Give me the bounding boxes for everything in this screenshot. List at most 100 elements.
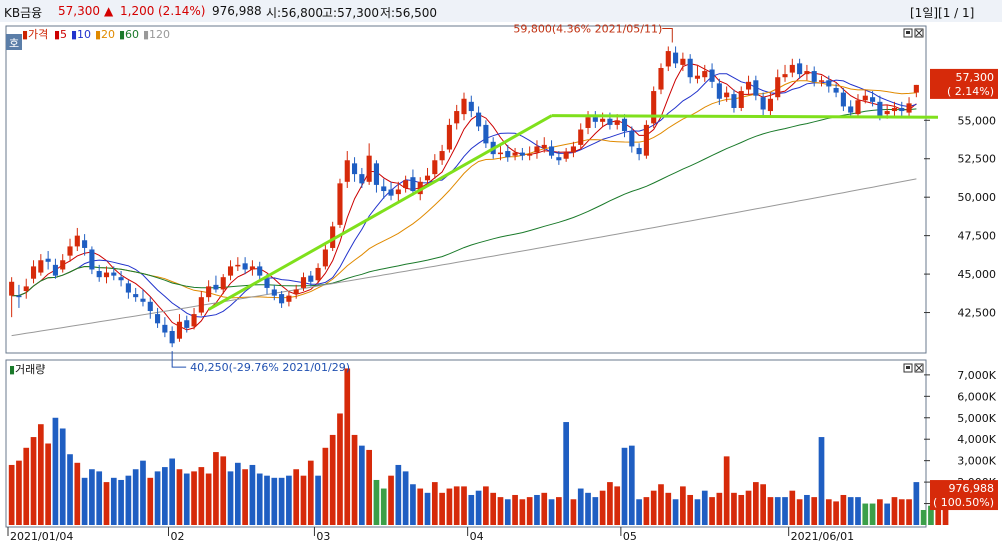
candle[interactable]: [541, 137, 547, 153]
volume-bar[interactable]: [782, 497, 788, 525]
volume-bar[interactable]: [140, 460, 146, 525]
candle[interactable]: [155, 307, 161, 328]
candle[interactable]: [439, 144, 445, 165]
candle[interactable]: [118, 271, 124, 287]
candle[interactable]: [716, 78, 722, 105]
volume-bar[interactable]: [453, 486, 460, 525]
candle[interactable]: [738, 86, 744, 112]
volume-bar[interactable]: [315, 475, 321, 525]
candle[interactable]: [227, 260, 234, 281]
candle[interactable]: [855, 94, 861, 118]
volume-bar[interactable]: [30, 437, 37, 525]
volume-bar[interactable]: [884, 503, 891, 525]
panel-tag-box[interactable]: [6, 34, 22, 50]
candle[interactable]: [709, 63, 715, 88]
candle[interactable]: [782, 64, 788, 82]
candle[interactable]: [82, 234, 88, 256]
candle[interactable]: [16, 284, 22, 308]
maximize-icon[interactable]: [903, 28, 913, 38]
candle[interactable]: [483, 120, 489, 148]
volume-bar[interactable]: [366, 449, 372, 525]
candle[interactable]: [125, 280, 131, 299]
candle[interactable]: [308, 271, 314, 287]
candle[interactable]: [797, 58, 803, 79]
candle[interactable]: [505, 144, 511, 162]
candle[interactable]: [176, 314, 183, 342]
volume-bar[interactable]: [162, 467, 168, 525]
candle[interactable]: [848, 100, 854, 118]
volume-bar[interactable]: [774, 497, 781, 525]
candle[interactable]: [111, 266, 117, 281]
candle[interactable]: [162, 317, 168, 338]
candle[interactable]: [899, 101, 905, 118]
volume-bar[interactable]: [745, 490, 752, 525]
candle[interactable]: [862, 89, 868, 104]
period-pager[interactable]: [1일][1 / 1]: [910, 6, 975, 20]
volume-bar[interactable]: [811, 497, 818, 525]
volume-bar[interactable]: [906, 499, 912, 525]
volume-bar[interactable]: [329, 434, 336, 525]
candle[interactable]: [891, 101, 898, 116]
volume-bar[interactable]: [300, 475, 307, 525]
volume-bar[interactable]: [862, 503, 869, 525]
candle[interactable]: [220, 274, 226, 295]
candle[interactable]: [906, 97, 912, 118]
volume-bar[interactable]: [213, 452, 219, 525]
volume-bar[interactable]: [490, 492, 497, 525]
volume-bar[interactable]: [512, 494, 518, 525]
candle[interactable]: [789, 58, 795, 78]
volume-bar[interactable]: [789, 490, 796, 525]
candle[interactable]: [673, 46, 679, 68]
volume-bar[interactable]: [74, 462, 81, 525]
volume-bar[interactable]: [227, 471, 234, 525]
volume-bar[interactable]: [665, 492, 672, 525]
volume-bar[interactable]: [563, 422, 569, 525]
volume-bar[interactable]: [913, 482, 920, 525]
volume-bar[interactable]: [840, 494, 847, 525]
candle[interactable]: [67, 238, 73, 262]
volume-bar[interactable]: [701, 490, 708, 525]
candle[interactable]: [651, 86, 657, 128]
volume-bar[interactable]: [614, 486, 621, 525]
candle[interactable]: [133, 287, 139, 302]
candle[interactable]: [913, 84, 919, 98]
volume-bar[interactable]: [337, 413, 343, 525]
volume-bar[interactable]: [198, 467, 205, 525]
candle[interactable]: [206, 280, 212, 302]
volume-bar[interactable]: [395, 464, 402, 525]
candle[interactable]: [213, 275, 219, 293]
candle[interactable]: [373, 160, 380, 193]
candle[interactable]: [38, 254, 44, 276]
volume-bar[interactable]: [81, 477, 88, 525]
volume-bar[interactable]: [191, 471, 197, 525]
volume-bar[interactable]: [570, 499, 577, 525]
candle[interactable]: [337, 178, 343, 228]
candle[interactable]: [395, 181, 401, 204]
candle[interactable]: [643, 120, 649, 159]
trendline-0[interactable]: [207, 114, 553, 311]
volume-bar[interactable]: [825, 499, 832, 525]
candle[interactable]: [497, 144, 504, 161]
candle[interactable]: [702, 64, 708, 82]
volume-bar[interactable]: [680, 486, 686, 525]
volume-bar[interactable]: [534, 494, 540, 525]
volume-bar[interactable]: [877, 499, 883, 525]
candle[interactable]: [621, 114, 628, 138]
volume-close-icon[interactable]: [914, 363, 924, 373]
candle[interactable]: [804, 64, 810, 81]
volume-bar[interactable]: [796, 499, 803, 525]
volume-bar[interactable]: [760, 484, 766, 525]
candle[interactable]: [519, 147, 525, 161]
candle[interactable]: [629, 126, 635, 153]
candle[interactable]: [694, 64, 701, 84]
volume-bar[interactable]: [23, 447, 30, 525]
volume-bar[interactable]: [694, 499, 701, 525]
volume-bar[interactable]: [577, 488, 584, 525]
volume-bar[interactable]: [723, 456, 730, 525]
volume-bar[interactable]: [709, 497, 715, 525]
candle[interactable]: [753, 75, 759, 101]
candle[interactable]: [563, 147, 569, 162]
volume-bar[interactable]: [920, 509, 927, 525]
candle[interactable]: [680, 52, 686, 72]
candle[interactable]: [169, 326, 175, 348]
